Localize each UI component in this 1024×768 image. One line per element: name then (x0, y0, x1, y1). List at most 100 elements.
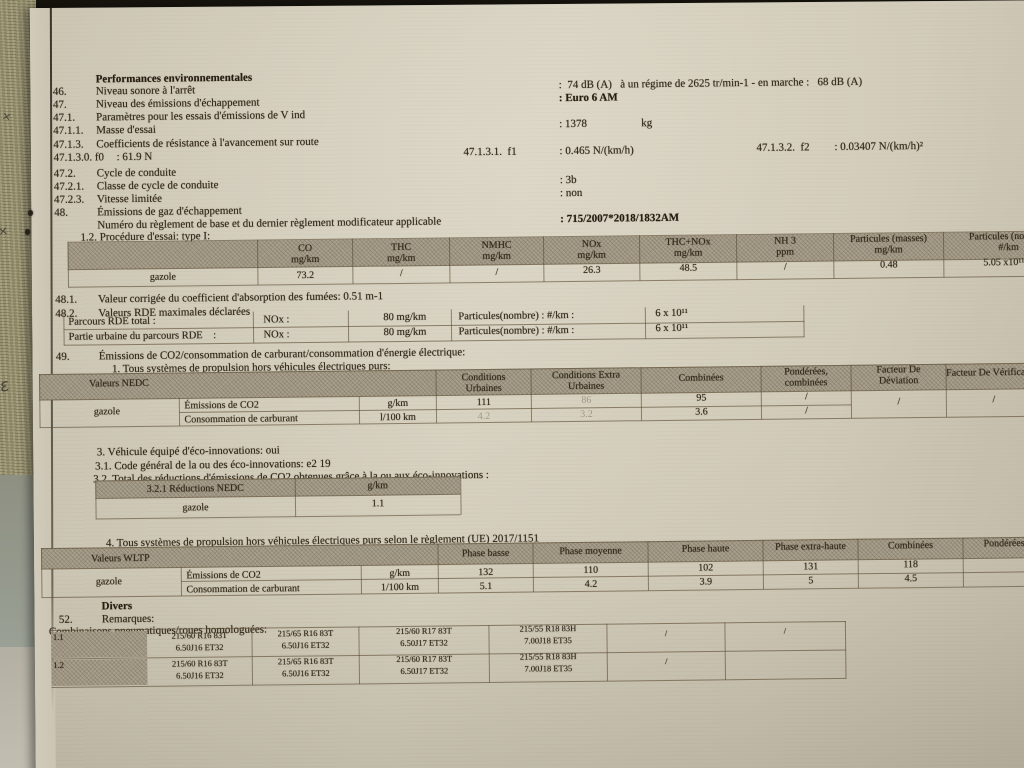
tyre-cell: 215/55 R18 83H (519, 650, 577, 662)
wltp-col-header: Phase basse (461, 547, 510, 560)
coef-f1-code: 47.1.3.1. f1 (463, 145, 517, 159)
document-content: Performances environnementales 46. Nivea… (30, 0, 1024, 768)
absorption-label: Valeur corrigée du coefficient d'absorpt… (98, 290, 384, 306)
wltp-row-unit: 1/100 km (380, 581, 420, 594)
tyre-row-label: 1.1 (52, 631, 64, 642)
row-number: 48.1. (55, 293, 78, 306)
nedc-col-header: Urbaines (568, 380, 605, 393)
type1-col-header: Particules (nombre) (968, 230, 1024, 243)
row-value: : 3b (559, 173, 577, 187)
row-number: 47.2. (53, 167, 76, 180)
nedc-col-header: Facteur De Vérification (946, 366, 1024, 379)
wltp-table-grid (40, 536, 1024, 599)
row-value: : Euro 6 AM (558, 91, 618, 105)
row-number: 48. (54, 206, 68, 219)
type1-value: / (399, 267, 403, 279)
wltp-value: 4.5 (904, 573, 918, 585)
eco-line: 3. Véhicule équipé d'éco-innovations: ou… (96, 444, 280, 459)
nedc-value: 3.6 (695, 406, 708, 418)
regulation-value: : 715/2007*2018/1832AM (560, 211, 680, 226)
tyre-cell: 215/65 R16 83T (277, 655, 334, 667)
type1-value: 26.3 (583, 264, 601, 276)
section-title: Performances environnementales (95, 71, 253, 86)
punch-hole (25, 229, 30, 235)
wltp-value: 131 (803, 561, 819, 573)
nedc-verification-value: / (992, 394, 996, 406)
coef-f0-code: 47.1.3.0. f0 (53, 151, 105, 164)
wltp-value: 110 (583, 564, 599, 576)
row-label: Niveau des émissions d'échappement (95, 96, 260, 111)
tyre-cell: / (665, 655, 668, 666)
row-unit: kg (641, 117, 653, 130)
nedc-value: 3.2 (580, 408, 593, 420)
row-label: Masse d'essai (96, 123, 157, 137)
type1-value: 48.5 (679, 262, 698, 274)
eco-table-value: 1.1 (371, 498, 385, 510)
nedc-value: / (805, 405, 808, 417)
row-number: 47.1. (53, 111, 76, 124)
type1-value: 73.2 (296, 269, 315, 282)
type1-col-unit: #/km (998, 241, 1019, 254)
nedc-heading: Émissions de CO2/consommation de carbura… (98, 346, 466, 363)
tyre-cell: 6.50J17 ET32 (400, 637, 448, 648)
row-label: Cycle de conduite (96, 166, 177, 180)
nedc-row-unit: l/100 km (380, 411, 416, 424)
row-label: Niveau sonore à l'arrêt (95, 84, 196, 98)
nedc-col-header: combinées (784, 377, 828, 389)
punch-hole (28, 210, 33, 216)
row-value: : 74 dB (A) à un régime de 2625 tr/min-1… (558, 75, 863, 92)
wltp-col-header: Phase haute (681, 543, 730, 555)
nedc-col-header: Combinées (678, 372, 724, 384)
type1-fuel: gazole (149, 271, 177, 283)
wltp-value: 5.1 (479, 580, 493, 593)
type1-col-unit: mg/km (386, 252, 416, 265)
wltp-col-header: Combinées (887, 539, 934, 552)
type1-col-unit: mg/km (482, 250, 511, 263)
wltp-fuel: gazole (95, 576, 122, 588)
desk-surface-bottom (0, 647, 36, 768)
paper: Performances environnementales 46. Nivea… (29, 0, 1024, 768)
coef-f1-value: : 0.465 N/(km/h) (559, 144, 634, 158)
row-number: 46. (52, 85, 67, 98)
nedc-col-header: Déviation (878, 375, 919, 387)
type1-table-grid (67, 230, 1024, 288)
tyre-cell: 215/65 R16 83T (277, 627, 334, 639)
wltp-row-label: Émissions de CO2 (186, 569, 261, 582)
rde-particles-label: Particules(nombre) : #/km : (458, 325, 575, 338)
wltp-row-label: Consommation de carburant (186, 583, 300, 596)
wltp-value: 102 (698, 562, 714, 574)
row-number: 49. (55, 350, 70, 363)
type1-value: 5.05 x10¹¹ (983, 256, 1024, 269)
rde-row-label: Parcours RDE total : (68, 315, 156, 328)
wltp-row-unit: g/km (389, 567, 411, 580)
type1-col-unit: mg/km (673, 247, 703, 259)
tyre-table-grid (50, 620, 847, 688)
rde-table-grid (63, 305, 805, 346)
row-label: Paramètres pour les essais d'émissions d… (96, 109, 306, 124)
eco-table-grid (95, 476, 462, 520)
tyre-cell: 6.50J16 ET32 (281, 667, 330, 679)
rde-particles-value: 6 x 10¹¹ (655, 307, 688, 320)
row-number: 47.1.3. (53, 138, 84, 151)
row-label: Vitesse limitée (96, 192, 163, 206)
wltp-value: 4.2 (584, 578, 598, 590)
tyre-cell: 7.00J18 ET35 (524, 663, 573, 674)
type1-col-unit: mg/km (874, 244, 903, 256)
nedc-value: 95 (696, 392, 707, 404)
tyre-cell: 6.50J16 ET32 (281, 639, 330, 651)
row-label: Classe de cycle de conduite (96, 179, 219, 193)
row-number: 47.2.3. (53, 193, 85, 206)
nedc-row-label: Consommation de carburant (184, 413, 298, 426)
tyre-cell: 215/60 R16 83T (171, 629, 228, 641)
nedc-value: 86 (581, 394, 592, 406)
nedc-value: / (804, 391, 808, 403)
type1-value: / (783, 261, 787, 273)
coef-f0-value: : 61.9 N (116, 150, 153, 164)
tyre-cell: 7.00J18 ET35 (524, 635, 572, 646)
row-number: 47.2.1. (53, 180, 85, 193)
rde-pollutant: NOx : (263, 329, 290, 341)
tyre-cell: 215/60 R17 83T (396, 625, 452, 637)
tyre-cell: / (783, 625, 787, 636)
coef-f2-code: 47.1.3.2. f2 (756, 141, 810, 154)
